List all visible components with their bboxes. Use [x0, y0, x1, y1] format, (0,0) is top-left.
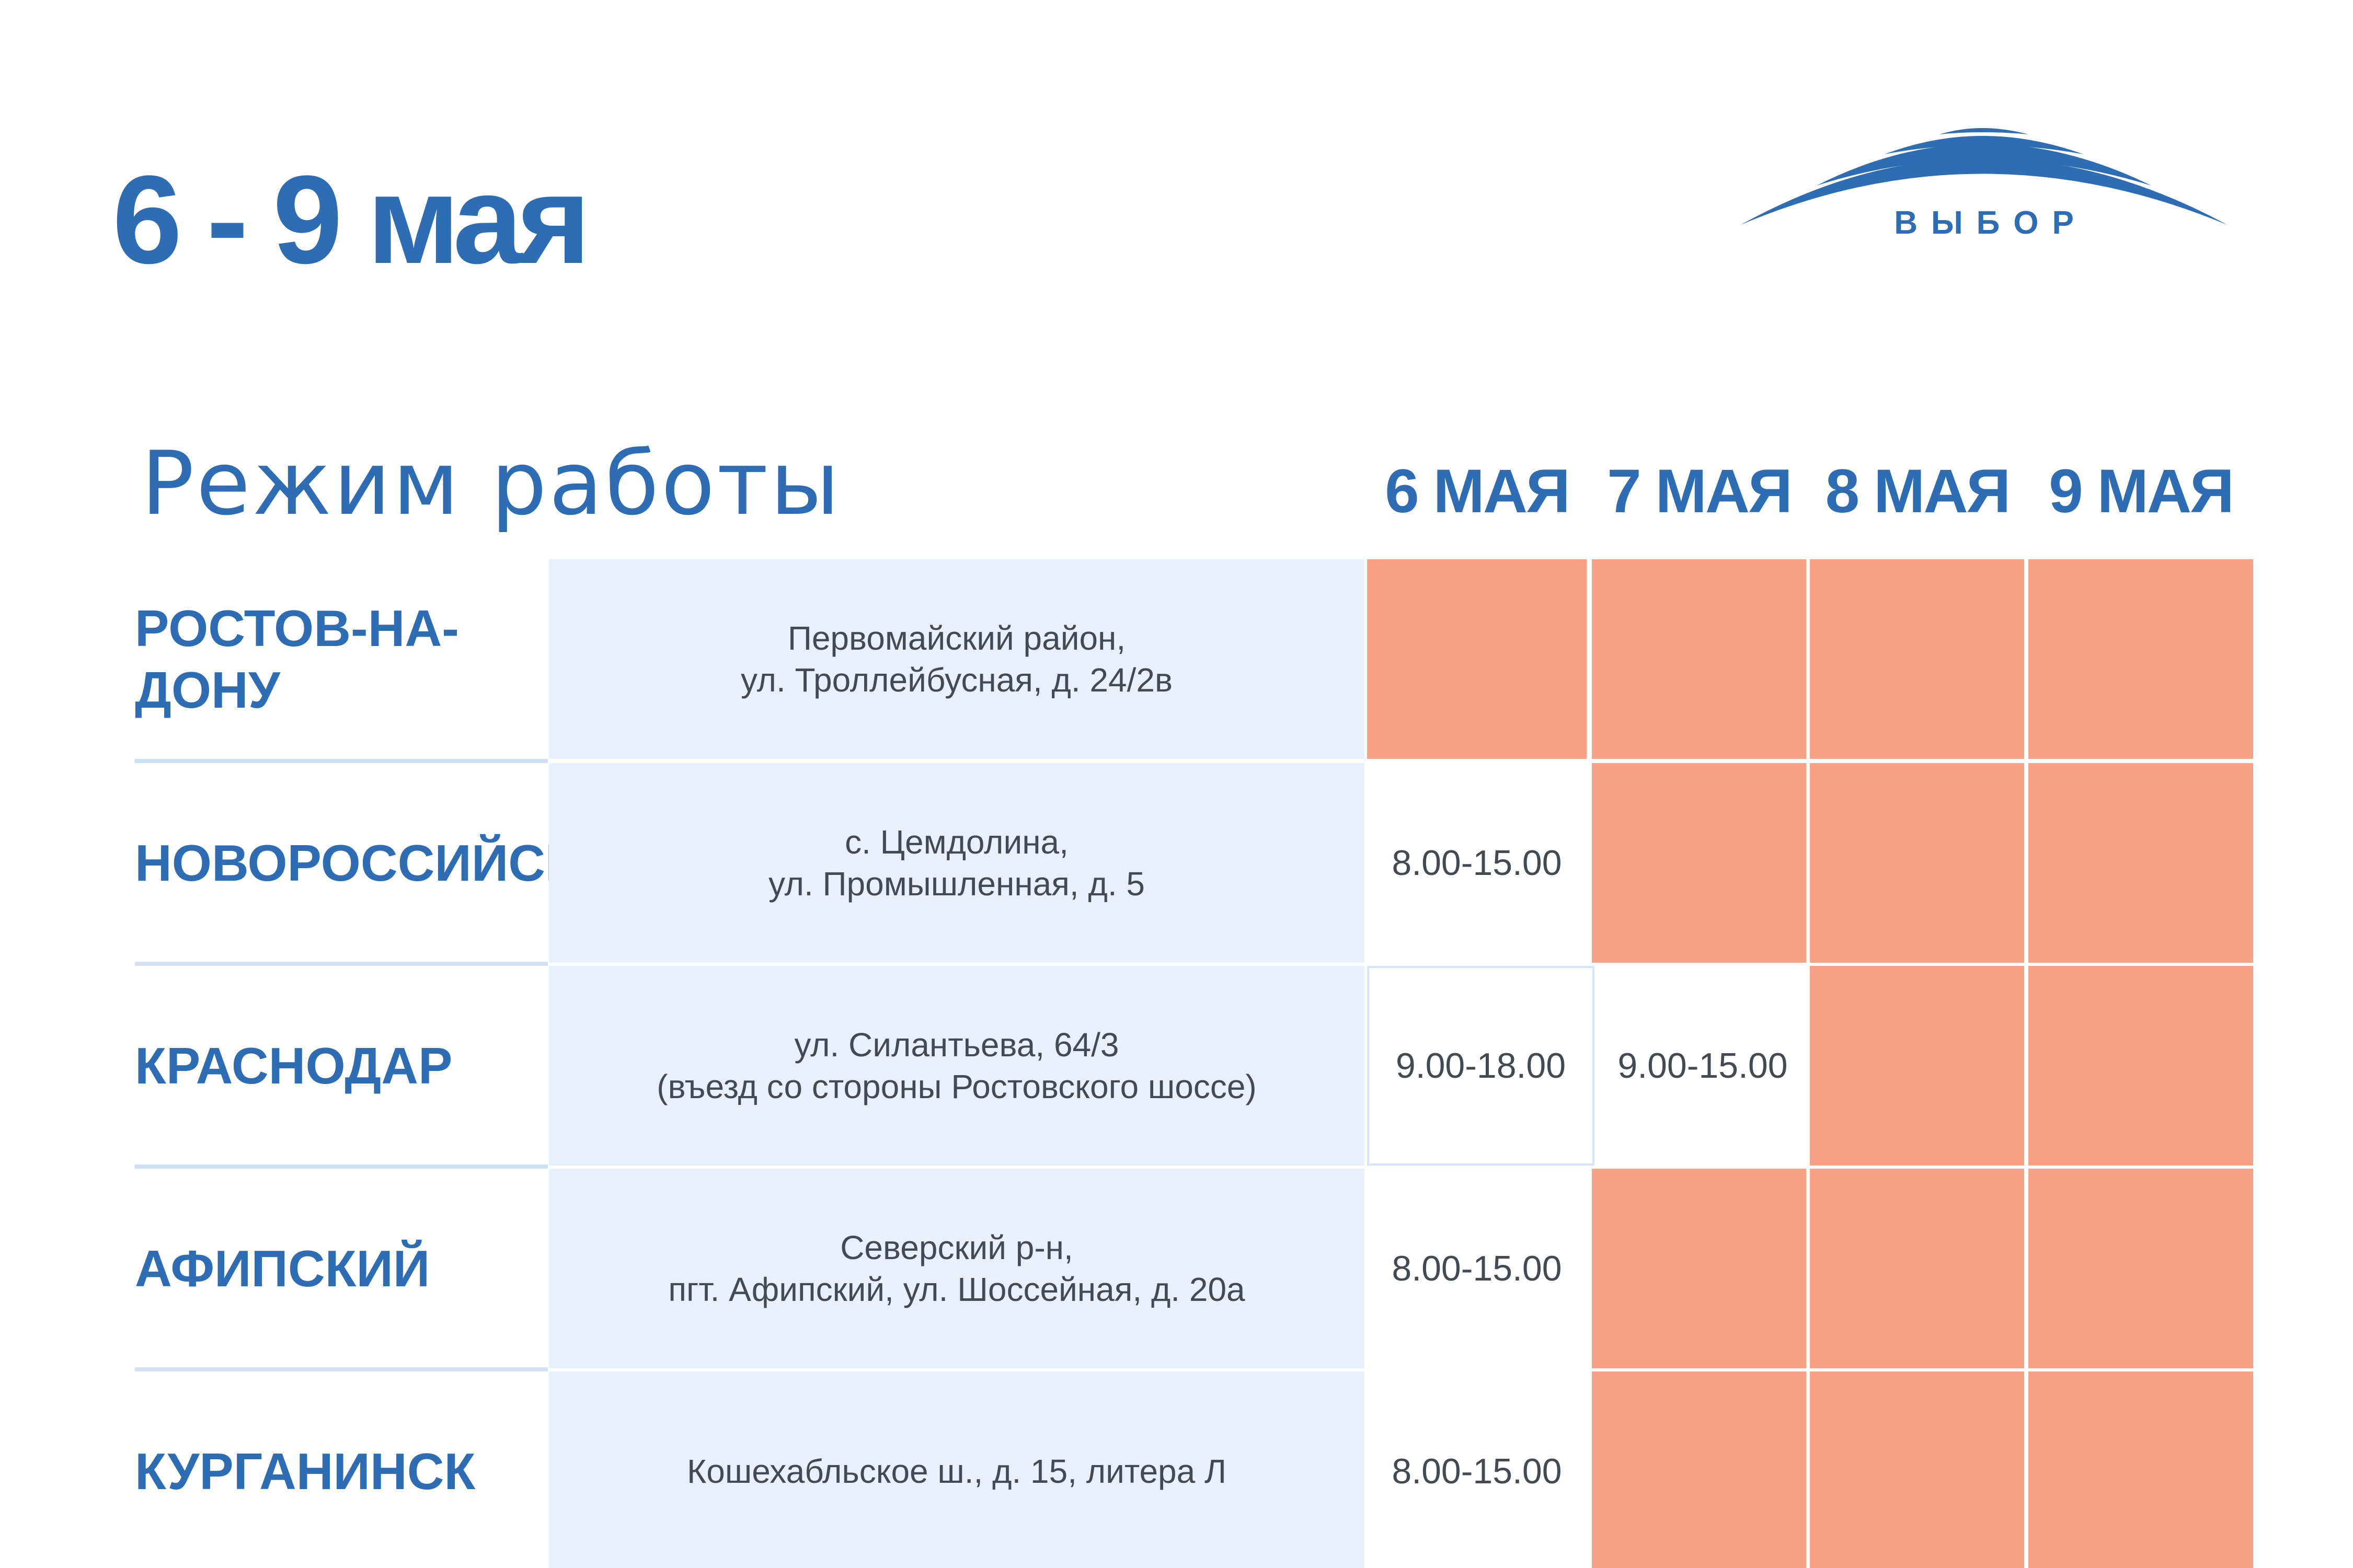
city-name: НОВОРОССИЙСК: [135, 834, 577, 892]
address: Первомайский район, ул. Троллейбусная, д…: [549, 559, 1364, 759]
day-header: 6 МАЯ: [1385, 457, 1570, 526]
address: Кошехабльское ш., д. 15, литера Л: [549, 1371, 1364, 1568]
hours-cell-closed: [2028, 1371, 2253, 1568]
hours-cell-closed: [1810, 966, 2024, 1166]
city-name: РОСТОВ-НА- ДОНУ: [135, 599, 459, 719]
hours-cell-closed: [1810, 763, 2024, 963]
day-header: 9 МАЯ: [2049, 457, 2234, 526]
row-divider: [135, 1165, 548, 1169]
hours-cell-closed: [2028, 763, 2253, 963]
company-logo: ВЫБОР: [1736, 112, 2232, 264]
row-divider: [135, 759, 548, 763]
address: с. Цемдолина, ул. Промышленная, д. 5: [549, 763, 1364, 963]
hours-cell-open: 9.00-15.00: [1617, 1046, 1788, 1086]
hours-cell-closed: [2028, 966, 2253, 1166]
hours-cell-open: 8.00-15.00: [1392, 1249, 1562, 1288]
hours-cell-closed: [1810, 1169, 2024, 1368]
section-heading: Режим работы: [141, 432, 842, 535]
row-divider: [135, 962, 548, 966]
hours-cell-open: 8.00-15.00: [1392, 1451, 1562, 1491]
address: Северский р-н, пгт. Афипский, ул. Шоссей…: [549, 1169, 1364, 1368]
address: ул. Силантьева, 64/3 (въезд со стороны Р…: [549, 966, 1364, 1166]
hours-cell-closed: [1592, 763, 1806, 963]
hours-cell-closed: [2028, 1169, 2253, 1368]
day-header: 8 МАЯ: [1825, 457, 2011, 526]
row-divider: [135, 1367, 548, 1371]
city-name: КУРГАНИНСК: [135, 1443, 476, 1500]
city-name: КРАСНОДАР: [135, 1037, 453, 1094]
logo-arcs-icon: [1741, 128, 2227, 225]
hours-cell-open: 8.00-15.00: [1392, 843, 1562, 883]
hours-cell-open: 9.00-18.00: [1367, 966, 1594, 1166]
hours-cell-closed: [1592, 559, 1806, 759]
day-header: 7 МАЯ: [1607, 457, 1793, 526]
hours-cell-closed: [1592, 1169, 1806, 1368]
page-title: 6 - 9 мая: [112, 149, 591, 290]
hours-cell-closed: [1367, 559, 1587, 759]
hours-cell-closed: [1810, 559, 2024, 759]
hours-cell-closed: [1592, 1371, 1806, 1568]
hours-cell-closed: [1810, 1371, 2024, 1568]
logo-wordmark: ВЫБОР: [1894, 205, 2087, 241]
hours-cell-closed: [2028, 559, 2253, 759]
city-name: АФИПСКИЙ: [135, 1240, 430, 1297]
